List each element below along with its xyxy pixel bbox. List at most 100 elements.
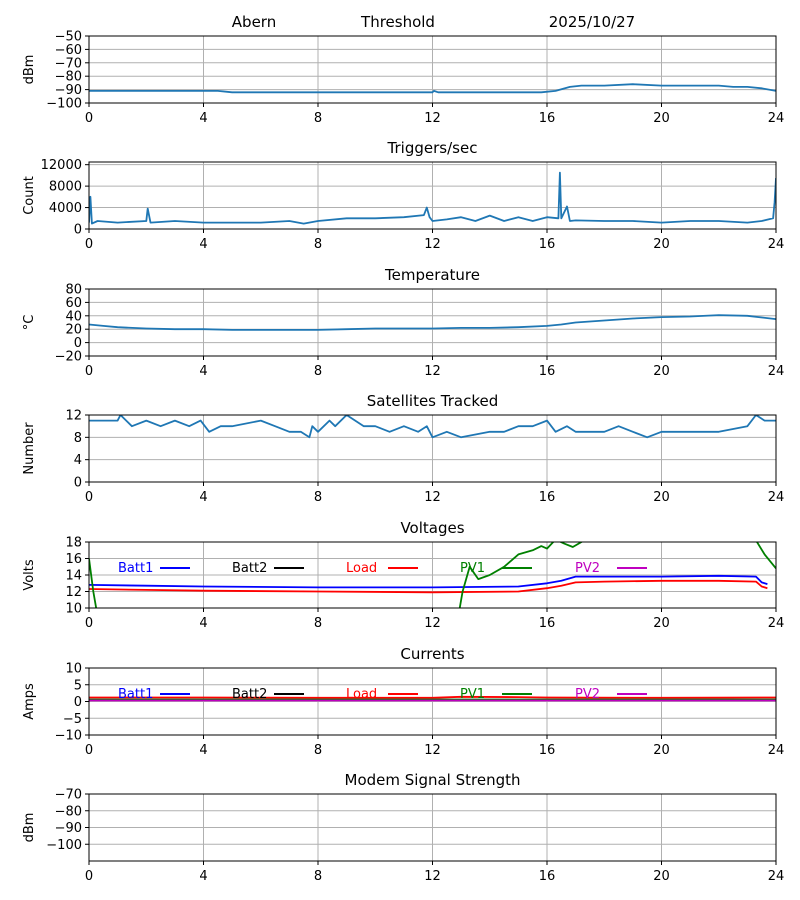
satellites-ytick-label: 0 (74, 476, 82, 491)
temperature-ylabel: °C (22, 315, 37, 331)
temperature-grid (88, 288, 777, 357)
voltages-series-pv1 (89, 542, 776, 608)
temperature-title: Temperature (384, 266, 480, 284)
currents-legend-label-batt2: Batt2 (232, 687, 267, 702)
temperature-series-temperature (89, 314, 776, 331)
satellites-title: Satellites Tracked (367, 392, 498, 410)
voltages-ylabel: Volts (22, 559, 37, 591)
currents-grid (88, 667, 777, 736)
satellites-xtick-label: 16 (539, 490, 556, 505)
currents-xtick-label: 4 (199, 743, 207, 758)
temperature-xtick-label: 16 (539, 364, 556, 379)
signal-xtick-label: 0 (85, 111, 93, 126)
voltages-series-load (89, 579, 768, 594)
header-date: 2025/10/27 (549, 13, 635, 31)
currents-xtick-label: 20 (653, 743, 670, 758)
temperature-xtick-label: 0 (85, 364, 93, 379)
panel-signal: 0 4 8 12 16 20 24 −100−90−80−70−60−50 dBm (22, 30, 784, 127)
modem-xtick-label: 4 (199, 869, 207, 884)
triggers-xtick-label: 20 (653, 237, 670, 252)
modem-xtick-label: 16 (539, 869, 556, 884)
currents-ytick-label: 10 (65, 662, 82, 677)
satellites-ylabel: Number (22, 422, 37, 475)
signal-ytick-label: −80 (55, 70, 82, 85)
signal-ytick-label: −50 (55, 30, 82, 45)
voltages-xtick-label: 20 (653, 616, 670, 631)
modem-grid (88, 793, 777, 861)
voltages-ytick-label: 18 (65, 536, 82, 551)
triggers-xtick-label: 16 (539, 237, 556, 252)
panel-satellites: 0 4 8 12 16 20 24 0 4 8 12 Satellites Tracked Number (22, 392, 784, 505)
triggers-series-group (89, 171, 776, 225)
voltages-legend-label-pv1: PV1 (460, 561, 485, 576)
temperature-xtick-label: 12 (424, 364, 441, 379)
currents-ytick-label: 5 (74, 678, 82, 693)
voltages-series-batt1 (89, 574, 768, 589)
satellites-xtick-label: 0 (85, 490, 93, 505)
currents-title: Currents (400, 645, 464, 663)
temperature-ytick-label: −20 (55, 350, 82, 365)
modem-ytick-label: −70 (55, 788, 82, 803)
signal-ytick-label: −100 (46, 97, 82, 112)
currents-xtick-label: 12 (424, 743, 441, 758)
voltages-ytick-label: 10 (65, 602, 82, 617)
signal-series-signal (89, 83, 776, 94)
panel-modem: 0 4 8 12 16 20 24 −100 −90 −80−70 Modem Signal Str… (22, 771, 784, 884)
currents-xtick-label: 8 (314, 743, 322, 758)
signal-xtick-label: 4 (199, 111, 207, 126)
voltages-legend: Batt1 Batt2 Load PV1 PV2 (118, 561, 647, 576)
voltages-grid (88, 541, 777, 609)
voltages-ytick-label: 16 (65, 552, 82, 567)
satellites-ytick-label: 12 (65, 409, 82, 424)
voltages-legend-label-pv2: PV2 (575, 561, 600, 576)
figure-header: Abern Threshold 2025/10/27 (232, 13, 635, 31)
temperature-ytick-label: 40 (65, 309, 82, 324)
currents-legend-label-pv1: PV1 (460, 687, 485, 702)
voltages-xtick-label: 0 (85, 616, 93, 631)
satellites-xtick-label: 8 (314, 490, 322, 505)
triggers-ylabel: Count (22, 176, 37, 215)
currents-xtick-label: 0 (85, 743, 93, 758)
satellites-ytick-label: 8 (74, 431, 82, 446)
currents-xtick-label: 24 (768, 743, 785, 758)
triggers-ytick-label: 8000 (49, 180, 82, 195)
temperature-ytick-label: 80 (65, 283, 82, 298)
temperature-series-group (89, 314, 776, 331)
voltages-ytick-label: 12 (65, 585, 82, 600)
currents-legend: Batt1 Batt2 Load PV1 PV2 (118, 687, 647, 702)
modem-xtick-label: 24 (768, 869, 785, 884)
voltages-legend-label-batt2: Batt2 (232, 561, 267, 576)
modem-ylabel: dBm (22, 813, 37, 843)
signal-ylabel: dBm (22, 55, 37, 85)
temperature-xtick-label: 8 (314, 364, 322, 379)
signal-xtick-label: 16 (539, 111, 556, 126)
header-station: Abern (232, 13, 276, 31)
triggers-xtick-label: 24 (768, 237, 785, 252)
panel-triggers: 0 4 8 12 16 20 24 0 4000 8000 12000 Triggers/sec Cou… (22, 139, 784, 252)
satellites-xtick-label: 24 (768, 490, 785, 505)
temperature-ytick-label: 60 (65, 296, 82, 311)
voltages-xtick-label: 24 (768, 616, 785, 631)
modem-xtick-label: 12 (424, 869, 441, 884)
voltages-ytick-label: 14 (65, 569, 82, 584)
voltages-xtick-label: 8 (314, 616, 322, 631)
satellites-series-group (89, 415, 776, 439)
triggers-grid (88, 162, 777, 230)
voltages-legend-label-batt1: Batt1 (118, 561, 153, 576)
temperature-xtick-label: 24 (768, 364, 785, 379)
currents-ytick-label: −5 (63, 712, 82, 727)
satellites-xtick-label: 4 (199, 490, 207, 505)
voltages-xtick-label: 4 (199, 616, 207, 631)
currents-legend-label-batt1: Batt1 (118, 687, 153, 702)
triggers-xtick-label: 12 (424, 237, 441, 252)
triggers-ytick-label: 0 (74, 223, 82, 238)
currents-legend-label-pv2: PV2 (575, 687, 600, 702)
triggers-xtick-label: 4 (199, 237, 207, 252)
voltages-xtick-label: 12 (424, 616, 441, 631)
currents-ytick-label: −10 (55, 729, 82, 744)
modem-ytick-label: −80 (55, 804, 82, 819)
currents-ylabel: Amps (22, 683, 37, 720)
modem-ytick-label: −100 (46, 838, 82, 853)
